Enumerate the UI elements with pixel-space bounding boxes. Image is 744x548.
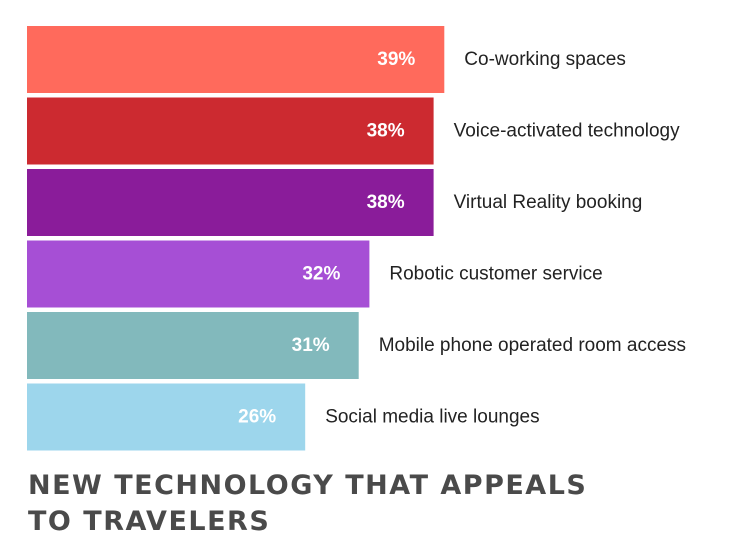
bar-category-label-1: Co-working spaces: [464, 49, 626, 70]
bars-group: 39% Co-working spaces 38% Voice-activated t…: [27, 26, 686, 451]
bar-category-label-5: Mobile phone operated room access: [379, 335, 686, 356]
bar-value-label-1: 39%: [377, 49, 415, 70]
bar-category-label-2: Voice-activated technology: [454, 121, 681, 142]
bar-category-label-3: Virtual Reality booking: [454, 192, 643, 213]
bar-category-label-4: Robotic customer service: [389, 264, 602, 285]
bar-value-label-4: 32%: [302, 264, 340, 285]
bar-6: [27, 383, 306, 451]
chart-title-line-1: NEW TECHNOLOGY THAT APPEALS: [28, 470, 588, 501]
bar-3: [27, 169, 434, 236]
bar-2: [27, 97, 434, 165]
bar-value-label-2: 38%: [367, 121, 405, 142]
bar-category-label-6: Social media live lounges: [325, 407, 539, 428]
bar-value-label-3: 38%: [367, 192, 405, 213]
bar-value-label-6: 26%: [238, 407, 276, 428]
bar-value-label-5: 31%: [292, 335, 330, 356]
bar-4: [27, 240, 370, 308]
bar-1: [27, 26, 445, 93]
chart-title-line-2: TO TRAVELERS: [28, 506, 271, 537]
chart-title: NEW TECHNOLOGY THAT APPEALS TO TRAVELERS: [28, 468, 587, 540]
bar-5: [27, 312, 359, 379]
